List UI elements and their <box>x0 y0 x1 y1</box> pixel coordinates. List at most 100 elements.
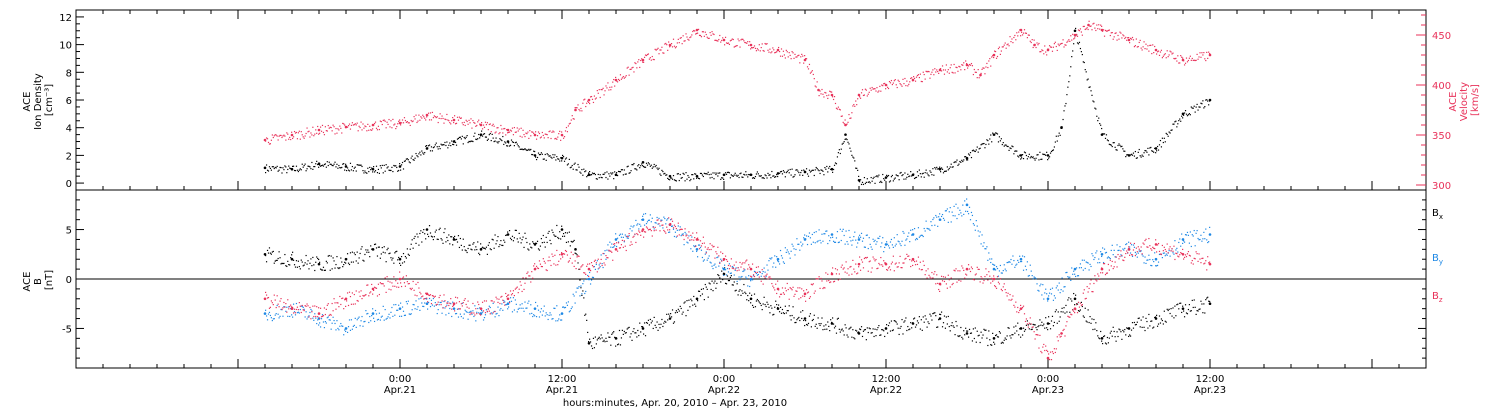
bz-series-point-36 <box>1208 262 1212 266</box>
velocity-series-point-34 <box>1046 48 1050 52</box>
bz-series-point-26 <box>965 267 969 271</box>
by-series-point-6 <box>425 302 429 306</box>
bottom-panel-series <box>263 198 1212 361</box>
velocity-series-point-19 <box>749 43 753 47</box>
velocity-series-point-38 <box>1127 38 1131 42</box>
bx-series-point-8 <box>479 248 483 251</box>
ion-density-series-point-31 <box>1060 126 1063 129</box>
bx-series-point-1 <box>290 257 294 261</box>
bx-series-point-32 <box>1100 337 1104 340</box>
velocity-series-point-24 <box>844 123 847 127</box>
velocity-series-point-40 <box>1181 58 1185 62</box>
legend-bz: Bz <box>1432 291 1443 304</box>
bz-series-point-25 <box>938 282 942 286</box>
bz-series-point-18 <box>749 267 753 271</box>
bottom-tick-0: -5 <box>62 324 72 335</box>
velocity-series <box>263 20 1212 145</box>
velocity-series-point-16 <box>668 43 672 47</box>
by-series-point-8 <box>479 312 483 315</box>
by-series-point-7 <box>452 307 456 310</box>
bx-series-point-33 <box>1127 327 1131 330</box>
top-panel-series <box>263 20 1212 186</box>
bz-series-point-3 <box>344 297 348 301</box>
velocity-series-point-8 <box>479 123 483 127</box>
top-left-tick-0: 0 <box>66 179 72 190</box>
by-series-point-19 <box>776 257 780 261</box>
x-tick-date-0: Apr.21 <box>384 385 416 396</box>
bx-series-point-5 <box>398 257 402 261</box>
by-series-point-11 <box>560 312 564 315</box>
top-right-tick-0: 300 <box>1432 181 1451 192</box>
bz-series-point-6 <box>425 292 429 296</box>
by-series-point-10 <box>533 307 537 310</box>
velocity-series-point-12 <box>574 108 577 112</box>
legend-by: By <box>1432 253 1443 266</box>
bx-series-point-4 <box>371 248 375 251</box>
bx-series-point-36 <box>1208 302 1212 306</box>
top-right-tick-1: 350 <box>1432 131 1451 142</box>
ion-density-series-point-35 <box>1154 147 1158 150</box>
bz-series-point-28 <box>1019 307 1023 310</box>
by-series-point-23 <box>884 243 888 246</box>
ion-density-series-point-5 <box>398 165 402 168</box>
x-tick-date-5: Apr.23 <box>1194 385 1226 396</box>
bz-series-point-19 <box>776 287 780 291</box>
by-series-point-33 <box>1154 257 1158 261</box>
bx-series-point-17 <box>695 297 699 301</box>
bz-series-point-8 <box>479 307 483 310</box>
bx-series-point-20 <box>776 307 780 310</box>
bx-series-point-34 <box>1154 317 1158 320</box>
by-series-point-3 <box>344 327 348 330</box>
ion-density-series-point-14 <box>641 161 645 164</box>
top-panel-frame <box>75 9 1427 191</box>
by-series-point-20 <box>803 238 807 241</box>
top-left-tick-4: 8 <box>66 68 72 79</box>
by-series-point-28 <box>1019 257 1023 261</box>
ion-density-series-point-18 <box>749 173 753 177</box>
bz-series-point-5 <box>398 277 402 281</box>
ion-density-series-point-27 <box>965 156 969 160</box>
bx-series-point-2 <box>317 262 321 266</box>
by-series-point-5 <box>398 307 402 310</box>
ion-density-series-point-24 <box>884 176 888 179</box>
velocity-series-point-35 <box>1073 33 1077 37</box>
bz-series-point-27 <box>992 277 996 281</box>
by-series-point-21 <box>830 233 834 236</box>
ion-density-series-point-22 <box>844 133 847 136</box>
bottom-panel-ticks: -5 0 5 <box>62 199 1426 359</box>
velocity-series-point-30 <box>979 73 982 77</box>
by-series-point-26 <box>965 203 969 207</box>
bz-series-point-12 <box>587 267 591 271</box>
bx-series-point-7 <box>452 238 456 241</box>
top-right-ylabel: ACE Velocity [km/s] <box>1448 79 1481 121</box>
velocity-series-point-25 <box>857 93 861 97</box>
bz-series-point-7 <box>452 302 456 306</box>
velocity-series-point-14 <box>614 78 618 82</box>
bz-series-point-32 <box>1100 267 1104 271</box>
bx-series-point-22 <box>830 322 834 325</box>
bx-series-point-16 <box>668 317 672 320</box>
ion-density-series <box>263 27 1212 186</box>
bz-series-point-9 <box>506 297 510 301</box>
by-series-point-34 <box>1181 238 1185 241</box>
bx-series-point-18 <box>722 272 726 276</box>
bz-series-point-29 <box>1046 356 1050 360</box>
velocity-series-point-28 <box>938 68 942 72</box>
by-series-point-17 <box>722 267 726 271</box>
velocity-series-point-32 <box>1019 28 1023 32</box>
by-series-point-12 <box>587 277 591 281</box>
by-series <box>263 198 1212 336</box>
bx-series-point-11 <box>560 228 564 231</box>
ion-density-series-point-8 <box>479 133 483 136</box>
ion-density-series-point-7 <box>452 140 456 143</box>
top-left-tick-6: 12 <box>59 13 72 24</box>
velocity-series-point-6 <box>425 113 429 117</box>
velocity-series-point-0 <box>263 138 267 142</box>
bz-series-point-20 <box>803 292 807 296</box>
bz-series-point-23 <box>884 262 888 266</box>
ion-density-series-point-21 <box>830 167 834 171</box>
bx-series-point-9 <box>506 233 510 236</box>
top-right-tick-2: 400 <box>1432 81 1451 92</box>
velocity-series-point-11 <box>560 133 564 137</box>
